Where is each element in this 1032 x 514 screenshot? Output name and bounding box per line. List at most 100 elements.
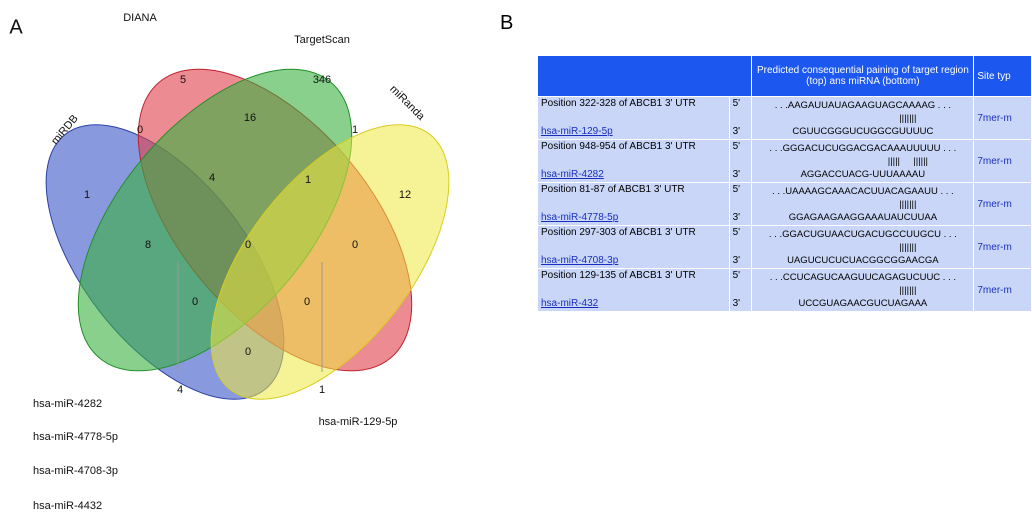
spacer [541, 240, 726, 254]
end-5: 5' [732, 141, 741, 152]
region-count: 1 [305, 174, 311, 186]
region-count: 16 [244, 112, 256, 124]
position: Position 81-87 of ABCB1 3' UTR [541, 184, 685, 195]
venn-diagram: A DIANA TargetScan miRDB miRanda 5 346 0… [9, 12, 450, 512]
mirna-name: hsa-miR-4778-5p [33, 431, 118, 443]
target-seq: . . .AAGAUUAUAGAAGUAGCAAAAG . . . [774, 99, 952, 111]
position: Position 322-328 of ABCB1 3' UTR [541, 98, 696, 109]
panel-label: A [9, 16, 23, 38]
end-3: 3' [732, 255, 741, 266]
table-row: Position 948-954 of ABCB1 3' UTR hsa-miR-… [537, 139, 1032, 183]
mirna-cell: hsa-miR-4778-5p [541, 211, 726, 225]
mirna-link[interactable]: hsa-miR-129-5p [541, 126, 613, 137]
position-cell: Position 81-87 of ABCB1 3' UTR hsa-miR-47… [537, 182, 730, 226]
header-row: Predicted consequential paining of targe… [536, 55, 1032, 97]
position-cell: Position 322-328 of ABCB1 3' UTR hsa-miR-… [537, 96, 730, 140]
region-count: 1 [84, 189, 90, 201]
callout-count: 1 [319, 384, 325, 396]
target-seq: . . .GGGACUCUGGACGACAAAUUUUU . . . [769, 142, 957, 154]
position: Position 129-135 of ABCB1 3' UTR [541, 270, 696, 281]
position: Position 948-954 of ABCB1 3' UTR [541, 141, 696, 152]
site-type: 7mer-m [973, 96, 1032, 140]
target-seq: . . .GGACUGUAACUGACUGCCUUGCU . . . [768, 228, 957, 240]
site-type: 7mer-m [973, 139, 1032, 183]
sequence-cell: . . .GGACUGUAACUGACUGCCUUGCU . . . ||||||… [751, 225, 975, 269]
region-count: 346 [313, 74, 331, 86]
pairing: ||||||| [899, 112, 917, 124]
mirna-name: hsa-miR-4282 [33, 398, 102, 410]
mirna-link[interactable]: hsa-miR-4778-5p [541, 212, 619, 223]
callout-count: 4 [177, 384, 183, 396]
position: Position 297-303 of ABCB1 3' UTR [541, 227, 696, 238]
end-cell: 5' 3' [728, 96, 753, 140]
position-cell: Position 948-954 of ABCB1 3' UTR hsa-miR-… [537, 139, 730, 183]
spacer [733, 197, 749, 211]
end-3: 3' [732, 169, 741, 180]
set-label: miRanda [387, 83, 427, 123]
end-5: 5' [732, 270, 741, 281]
position-cell: Position 129-135 of ABCB1 3' UTR hsa-miR-… [537, 268, 730, 312]
mirna-cell: hsa-miR-129-5p [541, 125, 726, 139]
mirna-link[interactable]: hsa-miR-432 [541, 298, 599, 309]
panel-label: B [500, 12, 514, 34]
spacer [541, 283, 726, 297]
end-cell: 5' 3' [728, 268, 753, 312]
header-cell: Site typ [973, 55, 1032, 97]
spacer [541, 154, 726, 168]
mirna-cell: hsa-miR-432 [541, 297, 726, 311]
region-count: 0 [137, 124, 143, 136]
spacer [733, 111, 749, 125]
site-type: 7mer-m [973, 182, 1032, 226]
end-cell: 5' 3' [728, 182, 753, 226]
mirna-link[interactable]: hsa-miR-4282 [541, 169, 604, 180]
position-cell: Position 297-303 of ABCB1 3' UTR hsa-miR-… [537, 225, 730, 269]
spacer [733, 154, 749, 168]
region-count: 8 [145, 239, 151, 251]
region-count: 0 [245, 346, 251, 358]
mirna-cell: hsa-miR-4282 [541, 168, 726, 182]
pairing: ||||||| [899, 284, 917, 296]
end-cell: 5' 3' [728, 225, 753, 269]
site-type: 7mer-m [973, 225, 1032, 269]
mirna-seq: AGGACCUACG-UUUAAAAU [800, 168, 926, 180]
sequence-cell: . . .UAAAAGCAAACACUUACAGAAUU . . . ||||||… [751, 182, 975, 226]
region-count: 0 [352, 239, 358, 251]
region-count: 0 [192, 296, 198, 308]
mirna-link[interactable]: hsa-miR-4708-3p [541, 255, 619, 266]
sequence-cell: . . .GGGACUCUGGACGACAAAUUUUU . . . ||||| … [751, 139, 975, 183]
binding-site-table: Predicted consequential paining of targe… [536, 55, 1032, 312]
sequence-cell: . . .AAGAUUAUAGAAGUAGCAAAAG . . . |||||||… [751, 96, 975, 140]
pairing: ||||||| [899, 198, 917, 210]
mirna-seq: UAGUCUCUCUACGGCGGAACGA [787, 254, 939, 266]
table-row: Position 81-87 of ABCB1 3' UTR hsa-miR-47… [537, 182, 1032, 226]
mirna-name: hsa-miR-129-5p [319, 416, 398, 428]
pairing: ||||| |||||| [887, 155, 929, 167]
mirna-seq: UCCGUAGAACGUCUAGAAA [798, 297, 928, 309]
set-miranda [210, 124, 450, 400]
header-cell: Predicted consequential paining of targe… [751, 55, 975, 97]
mirna-name: hsa-miR-4708-3p [33, 465, 118, 477]
spacer [541, 197, 726, 211]
set-label: DIANA [123, 12, 157, 24]
region-count: 1 [352, 124, 358, 136]
header-cell [536, 55, 753, 97]
end-5: 5' [732, 184, 741, 195]
end-5: 5' [732, 98, 741, 109]
table-row: Position 322-328 of ABCB1 3' UTR hsa-miR-… [537, 96, 1032, 140]
mirna-seq: CGUUCGGGUCUGGCGUUUUC [792, 125, 934, 137]
end-5: 5' [732, 227, 741, 238]
end-3: 3' [732, 298, 741, 309]
mirna-cell: hsa-miR-4708-3p [541, 254, 726, 268]
region-count: 0 [245, 239, 251, 251]
region-count: 12 [399, 189, 411, 201]
spacer [541, 111, 726, 125]
spacer [733, 283, 749, 297]
mirna-seq: GGAGAAGAAGGAAAUAUCUUAA [788, 211, 938, 223]
mirna-name: hsa-miR-4432 [33, 500, 102, 512]
set-label: TargetScan [294, 34, 350, 46]
target-seq: . . .UAAAAGCAAACACUUACAGAAUU . . . [772, 185, 954, 197]
region-count: 4 [209, 172, 215, 184]
end-cell: 5' 3' [728, 139, 753, 183]
region-count: 0 [304, 296, 310, 308]
